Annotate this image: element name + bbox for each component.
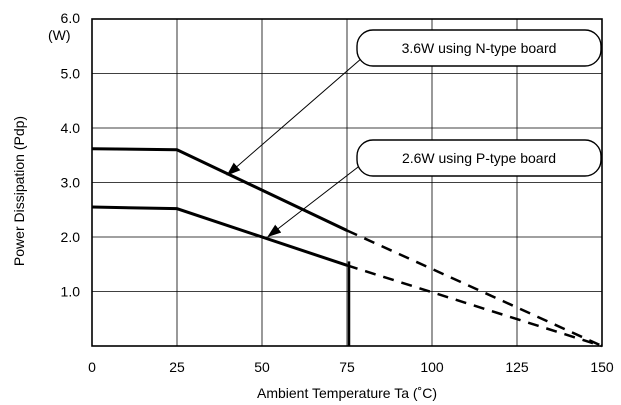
x-axis-label: Ambient Temperature Ta (˚C) [257, 385, 437, 401]
annotation-box [356, 139, 602, 177]
plot-frame [91, 18, 603, 347]
annotation-text: 3.6W using N-type board [402, 40, 557, 56]
x-tick-label: 150 [590, 359, 614, 375]
ticks-layer: 0 25 50 75 100 125 150 1.0 2.0 3.0 4.0 5.0 6.0 [61, 10, 614, 375]
grid [92, 19, 602, 346]
y-tick-label: 1.0 [61, 284, 81, 300]
annotation-arrow [226, 57, 363, 176]
y-unit-label: (W) [48, 27, 71, 43]
plot-border [91, 18, 603, 347]
y-axis-label: Power Dissipation (Pdp) [11, 116, 27, 266]
y-tick-label: 5.0 [61, 66, 81, 82]
y-tick-label: 2.0 [61, 229, 81, 245]
y-tick-label: 6.0 [61, 10, 81, 26]
annotation-layer: 3.6W using N-type board 2.6W using P-type… [226, 29, 602, 238]
y-tick-label: 3.0 [61, 175, 81, 191]
x-tick-label: 50 [254, 359, 270, 375]
y-tick-label: 4.0 [61, 120, 81, 136]
x-tick-label: 125 [505, 359, 529, 375]
x-tick-label: 100 [420, 359, 444, 375]
x-tick-label: 25 [169, 359, 185, 375]
series-line-2 [91, 205, 348, 267]
annotation-box [356, 29, 602, 67]
series-layer [91, 147, 603, 348]
annotation-2: 2.6W using P-type board [267, 139, 602, 238]
x-tick-label: 75 [339, 359, 355, 375]
series-line-1 [91, 147, 348, 232]
annotation-text: 2.6W using P-type board [402, 150, 556, 166]
annotation-arrow [267, 163, 363, 238]
annotation-1: 3.6W using N-type board [226, 29, 602, 176]
series-extrapolation-2 [346, 264, 603, 348]
series-extrapolation-1 [346, 229, 603, 348]
x-tick-label: 0 [88, 359, 96, 375]
